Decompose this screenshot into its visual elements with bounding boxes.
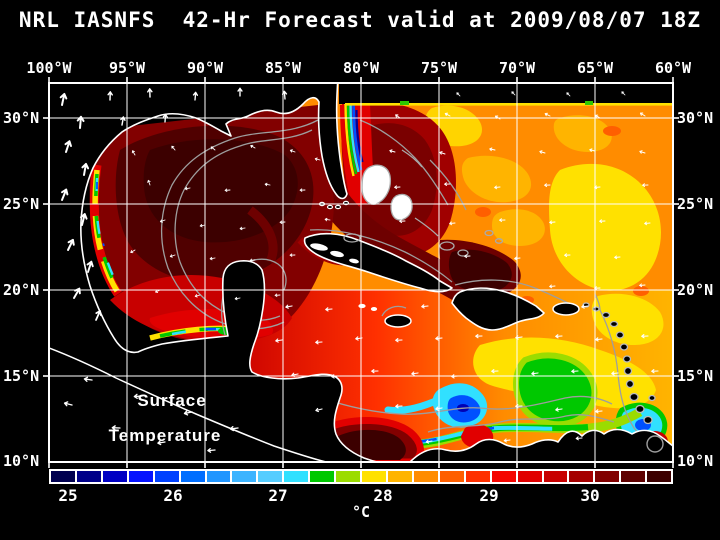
colorbar-cell xyxy=(102,471,127,482)
colorbar-cell xyxy=(362,471,386,482)
colorbar xyxy=(49,469,673,484)
lon-label-80w: 80°W xyxy=(342,59,380,77)
colorbar-cell xyxy=(154,471,179,482)
colorbar-cell xyxy=(258,471,283,482)
plot-title: NRL IASNFS 42-Hr Forecast valid at 2009/… xyxy=(18,8,702,32)
island-cuba xyxy=(303,232,453,293)
pacific-coastline xyxy=(49,347,327,462)
colorbar-tick-25: 25 xyxy=(58,486,78,505)
colorbar-cell xyxy=(465,471,490,482)
island-hispaniola xyxy=(451,287,545,331)
colorbar-cell xyxy=(621,471,646,482)
colorbar-cell xyxy=(569,471,594,482)
lon-label-90w: 90°W xyxy=(186,59,224,77)
colorbar-cell xyxy=(387,471,412,482)
colorbar-cell xyxy=(128,471,153,482)
lat-label-left-25n: 25°N xyxy=(3,195,40,213)
graticule xyxy=(49,83,673,462)
colorbar-cell xyxy=(206,471,231,482)
islands-bahamas xyxy=(343,149,504,257)
colorbar-tick-26: 26 xyxy=(163,486,183,505)
colorbar-cell xyxy=(413,471,438,482)
lon-label-75w: 75°W xyxy=(420,59,458,77)
colorbar-cell xyxy=(491,471,516,482)
landmass-north-america xyxy=(49,83,380,462)
lat-label-right-30n: 30°N xyxy=(677,109,714,127)
colorbar-cell xyxy=(232,471,257,482)
colorbar-tick-29: 29 xyxy=(479,486,499,505)
colorbar-cell xyxy=(310,471,335,482)
island-jamaica xyxy=(384,314,412,328)
landmass-south-america xyxy=(409,428,673,462)
colorbar-unit-label: °C xyxy=(351,503,371,521)
colorbar-cell xyxy=(76,471,101,482)
lon-label-85w: 85°W xyxy=(264,59,302,77)
variable-label-line1: Surface xyxy=(137,391,207,410)
colorbar-cell xyxy=(647,471,672,482)
colorbar-cell xyxy=(543,471,568,482)
island-puerto-rico xyxy=(552,302,580,316)
islands-lesser-antilles xyxy=(582,302,656,425)
lon-label-65w: 65°W xyxy=(576,59,614,77)
lat-label-left-20n: 20°N xyxy=(3,281,40,299)
lat-label-left-30n: 30°N xyxy=(3,109,40,127)
colorbar-cell xyxy=(517,471,542,482)
island-trinidad xyxy=(646,435,664,453)
colorbar-tick-30: 30 xyxy=(580,486,600,505)
lat-label-right-20n: 20°N xyxy=(677,281,714,299)
lat-label-right-10n: 10°N xyxy=(677,452,714,470)
lon-label-60w: 60°W xyxy=(654,59,692,77)
colorbar-cell xyxy=(284,471,309,482)
lon-label-95w: 95°W xyxy=(108,59,146,77)
colorbar-cell xyxy=(51,471,75,482)
lon-label-70w: 70°W xyxy=(498,59,536,77)
colorbar-tick-28: 28 xyxy=(373,486,393,505)
lat-label-left-15n: 15°N xyxy=(3,367,40,385)
bathymetry-contours xyxy=(160,119,657,447)
lat-label-left-10n: 10°N xyxy=(3,452,40,470)
colorbar-cell xyxy=(439,471,464,482)
colorbar-cell xyxy=(180,471,205,482)
lat-label-right-25n: 25°N xyxy=(677,195,714,213)
map-frame xyxy=(48,82,674,463)
colorbar-tick-27: 27 xyxy=(268,486,288,505)
lon-label-100w: 100°W xyxy=(26,59,72,77)
lat-label-right-15n: 15°N xyxy=(677,367,714,385)
colorbar-cell xyxy=(595,471,620,482)
ocean-temperature-field xyxy=(89,83,673,462)
colorbar-cell xyxy=(336,471,361,482)
variable-label-line2: Temperature xyxy=(108,426,222,445)
